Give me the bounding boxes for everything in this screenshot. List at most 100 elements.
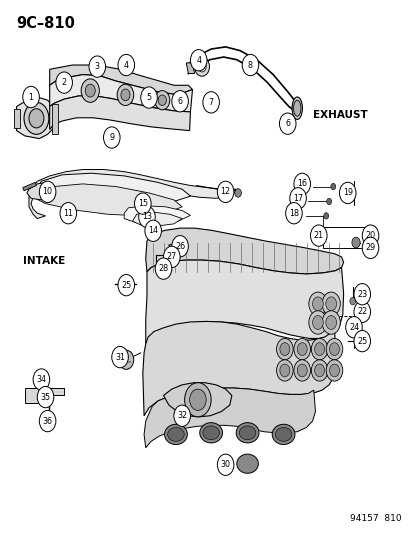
Circle shape (158, 95, 166, 106)
Circle shape (356, 337, 362, 345)
Polygon shape (186, 63, 194, 74)
Circle shape (29, 109, 44, 128)
Text: 19: 19 (342, 189, 352, 197)
Circle shape (310, 225, 326, 246)
Circle shape (325, 338, 342, 360)
Text: 7: 7 (208, 98, 213, 107)
Circle shape (297, 364, 306, 377)
Circle shape (312, 297, 323, 311)
Text: 17: 17 (292, 194, 302, 203)
Text: 3: 3 (95, 62, 100, 71)
Circle shape (325, 316, 336, 329)
Polygon shape (29, 169, 235, 219)
Text: 12: 12 (220, 188, 230, 196)
Circle shape (330, 183, 335, 190)
Circle shape (279, 343, 289, 356)
Polygon shape (144, 388, 315, 448)
Circle shape (134, 193, 151, 214)
Circle shape (349, 297, 355, 305)
Circle shape (314, 364, 324, 377)
Circle shape (112, 346, 128, 368)
Ellipse shape (164, 424, 187, 445)
Circle shape (279, 113, 295, 134)
Circle shape (276, 360, 292, 381)
Polygon shape (25, 388, 64, 403)
Text: 26: 26 (175, 242, 185, 251)
Polygon shape (132, 212, 182, 226)
Text: 1: 1 (28, 93, 33, 101)
Text: 21: 21 (313, 231, 323, 240)
Circle shape (173, 405, 190, 426)
Ellipse shape (275, 427, 291, 441)
Circle shape (37, 386, 54, 408)
Ellipse shape (202, 426, 219, 440)
Text: 9C–810: 9C–810 (17, 16, 75, 31)
Circle shape (163, 246, 180, 268)
Circle shape (217, 454, 233, 475)
Circle shape (118, 274, 134, 296)
Circle shape (154, 91, 169, 110)
Polygon shape (50, 96, 190, 131)
Text: 31: 31 (115, 353, 125, 361)
Circle shape (234, 189, 241, 197)
Circle shape (276, 338, 292, 360)
Text: 6: 6 (177, 97, 182, 106)
Ellipse shape (199, 423, 222, 443)
Text: 94157  810: 94157 810 (349, 514, 401, 523)
Circle shape (155, 258, 171, 279)
Circle shape (325, 297, 336, 311)
Ellipse shape (291, 97, 301, 119)
Ellipse shape (167, 427, 184, 441)
Circle shape (314, 343, 324, 356)
Circle shape (145, 220, 161, 241)
Text: 11: 11 (63, 209, 73, 217)
Text: 36: 36 (43, 417, 52, 425)
Text: EXHAUST: EXHAUST (312, 110, 366, 119)
Circle shape (285, 203, 301, 224)
Ellipse shape (293, 100, 300, 116)
Ellipse shape (239, 426, 255, 440)
Circle shape (297, 343, 306, 356)
Circle shape (194, 57, 209, 76)
Circle shape (289, 188, 306, 209)
Circle shape (323, 213, 328, 219)
Circle shape (242, 54, 258, 76)
Text: 35: 35 (40, 393, 50, 401)
Circle shape (39, 410, 56, 432)
Circle shape (351, 237, 359, 248)
Circle shape (311, 360, 327, 381)
Polygon shape (17, 97, 56, 139)
Ellipse shape (235, 423, 259, 443)
Circle shape (293, 173, 310, 195)
Polygon shape (163, 383, 231, 417)
Circle shape (308, 311, 326, 334)
Circle shape (121, 89, 130, 101)
Text: 28: 28 (158, 264, 168, 273)
Circle shape (118, 54, 134, 76)
Circle shape (361, 225, 378, 246)
Text: 22: 22 (356, 308, 366, 316)
Circle shape (321, 311, 339, 334)
Polygon shape (52, 104, 58, 134)
Circle shape (311, 338, 327, 360)
Text: 18: 18 (288, 209, 298, 217)
Circle shape (329, 343, 339, 356)
Text: 15: 15 (138, 199, 147, 208)
Polygon shape (23, 182, 36, 191)
Circle shape (345, 317, 361, 338)
Circle shape (312, 316, 323, 329)
Circle shape (353, 284, 370, 305)
Text: 23: 23 (356, 290, 366, 298)
Text: 34: 34 (36, 375, 46, 384)
Circle shape (39, 181, 56, 203)
Text: 5: 5 (146, 93, 151, 102)
Circle shape (89, 56, 105, 77)
Circle shape (217, 181, 233, 203)
Circle shape (353, 301, 370, 322)
Polygon shape (145, 228, 343, 274)
Text: 4: 4 (196, 56, 201, 64)
Circle shape (119, 350, 133, 369)
Polygon shape (142, 321, 335, 416)
Polygon shape (35, 184, 182, 216)
Text: 4: 4 (123, 61, 128, 69)
